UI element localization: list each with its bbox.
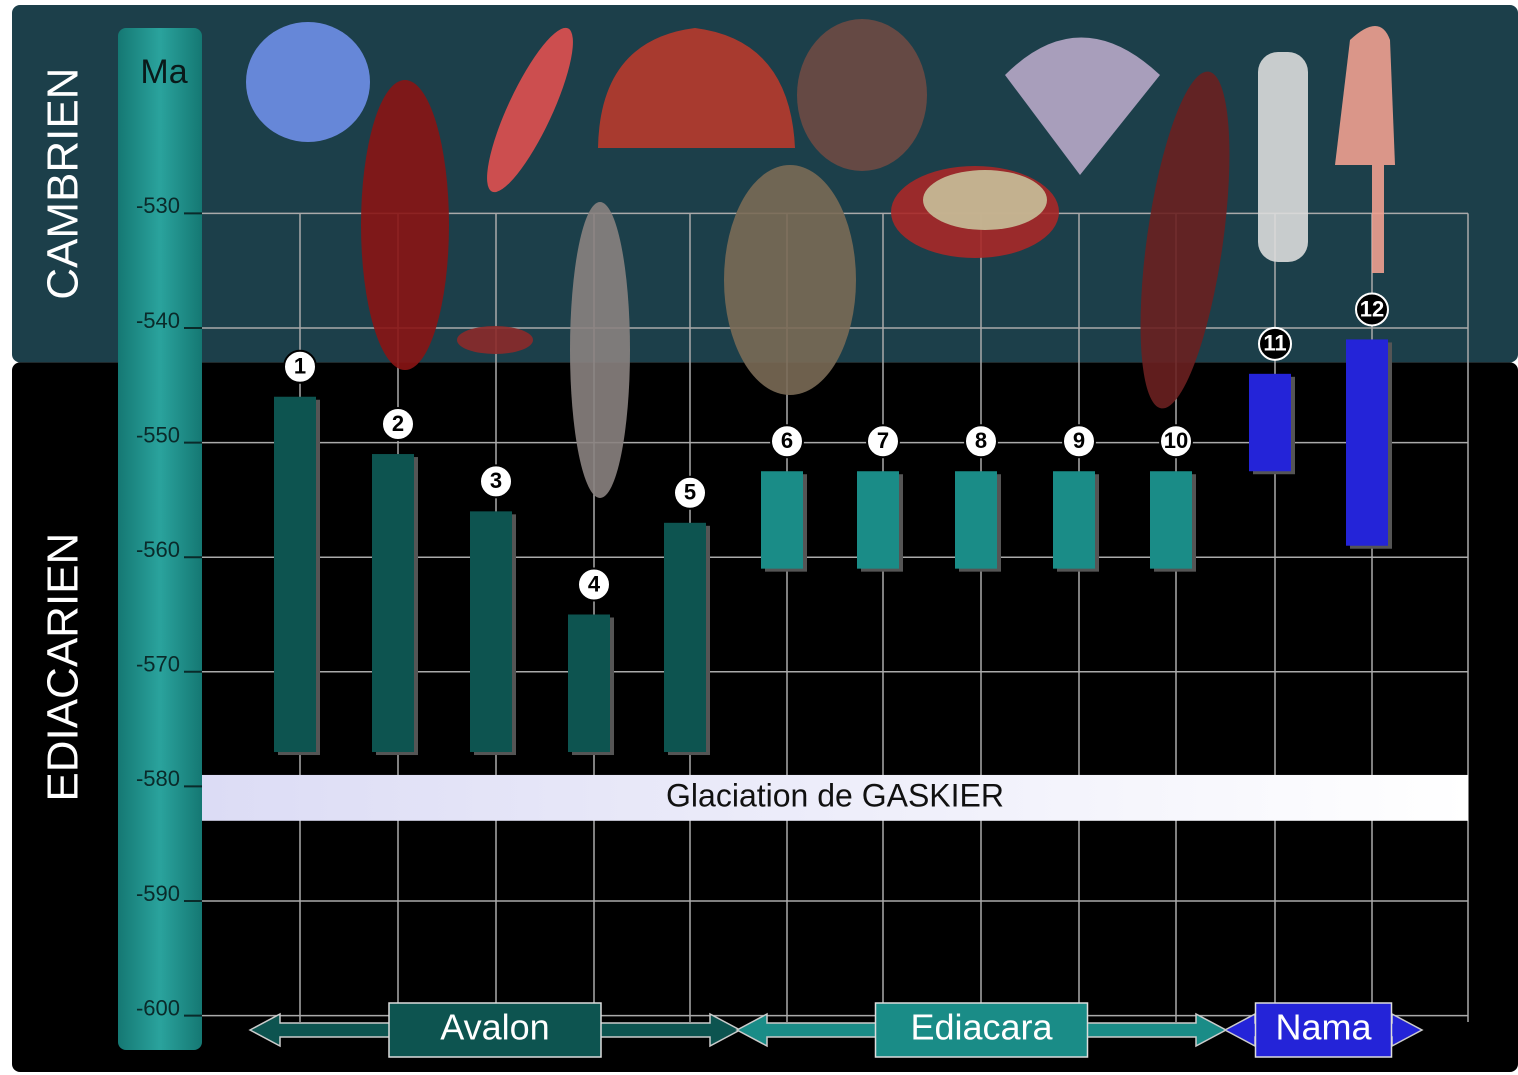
fossil-illustration [246,22,370,142]
number-badge [577,567,611,602]
legend-label: Ediacara [910,1007,1053,1048]
y-tick-label: -600 [136,995,180,1020]
number-badge [283,349,317,384]
fossil-illustration [1372,165,1384,273]
range-bar [470,511,512,753]
y-tick-label: -560 [136,537,180,562]
axis-unit: Ma [140,53,187,91]
number-badge [1062,424,1096,459]
fossil-illustration [570,202,630,498]
annotation-label: Glaciation de GASKIER [666,777,1004,813]
y-tick-label: -580 [136,766,180,791]
y-tick-label: -590 [136,881,180,906]
fossil-illustration [457,326,533,354]
fossil-illustration [487,27,573,193]
category-label: 10 [1164,428,1188,453]
range-bar [857,471,899,569]
fossil-illustration [1005,37,1160,175]
category-label: 5 [684,480,696,505]
group-box [874,1002,1089,1058]
range-bar [1150,471,1192,569]
fossil-illustration [724,165,856,395]
category-label: 8 [975,428,987,453]
number-badge [381,407,415,442]
range-bar [568,614,610,753]
fossil-illustration [1335,26,1395,165]
range-bar [1346,339,1388,546]
number-badge [1159,424,1193,459]
range-bar [761,471,803,569]
group-box [388,1002,602,1058]
category-label: 4 [588,571,601,596]
category-label: 1 [294,354,306,379]
fossil-illustration [797,19,927,171]
legend-label: Avalon [440,1007,549,1048]
range-bar [664,522,706,753]
number-badge [964,424,998,459]
fossil-illustration [598,28,795,148]
period-label: CAMBRIEN [39,68,88,300]
legend-label: Nama [1275,1007,1372,1048]
y-tick-label: -540 [136,308,180,333]
category-label: 7 [877,428,889,453]
number-badge [1258,326,1292,361]
category-label: 3 [490,468,502,493]
range-bar [1053,471,1095,569]
category-label: 11 [1263,331,1286,356]
fossil-illustration [923,170,1047,230]
annotation-band [202,774,1468,821]
number-badge [673,475,707,510]
range-bar [1249,373,1291,472]
range-bar [372,454,414,753]
category-label: 2 [392,411,404,436]
number-badge [1355,292,1389,327]
fossil-illustration [361,80,449,370]
fossil-illustration [1258,52,1308,262]
category-label: 12 [1360,296,1384,321]
category-label: 9 [1073,428,1085,453]
category-label: 6 [781,428,793,453]
range-bar [274,396,316,753]
y-tick-label: -530 [136,193,180,218]
number-badge [479,464,513,499]
axis-bar [118,28,202,1050]
period-label: EDIACARIEN [39,533,88,802]
number-badge [770,424,804,459]
y-tick-label: -550 [136,422,180,447]
fossil-illustration [1140,71,1230,409]
range-bar [955,471,997,569]
number-badge [866,424,900,459]
y-tick-label: -570 [136,652,180,677]
group-box [1254,1002,1393,1058]
